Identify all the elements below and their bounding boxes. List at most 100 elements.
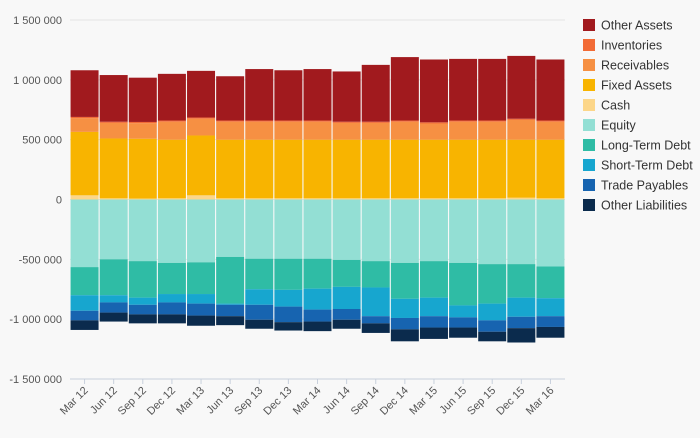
bar-segment-fixed-assets[interactable]: [419, 139, 448, 199]
bar-segment-fixed-assets[interactable]: [216, 139, 245, 199]
bar-segment-inventories[interactable]: [274, 120, 303, 122]
legend-item-cash[interactable]: Cash: [583, 99, 630, 113]
bar-segment-long-term-debt[interactable]: [216, 256, 245, 304]
bar-segment-inventories[interactable]: [419, 122, 448, 124]
bar-segment-other-assets[interactable]: [128, 77, 157, 122]
bar-segment-receivables[interactable]: [449, 121, 478, 140]
bar-segment-inventories[interactable]: [361, 121, 390, 123]
bar-segment-short-term-debt[interactable]: [507, 297, 536, 317]
bar-segment-other-liabilities[interactable]: [99, 312, 128, 322]
bar-segment-cash[interactable]: [390, 198, 419, 200]
bar-segment-fixed-assets[interactable]: [361, 139, 390, 199]
bar-segment-trade-payables[interactable]: [128, 304, 157, 315]
bar-segment-cash[interactable]: [361, 198, 390, 200]
bar-segment-inventories[interactable]: [332, 121, 361, 123]
bar-segment-trade-payables[interactable]: [332, 308, 361, 320]
bar-segment-equity[interactable]: [245, 199, 274, 259]
bar-segment-other-assets[interactable]: [419, 59, 448, 123]
bar-segment-short-term-debt[interactable]: [332, 286, 361, 309]
bar-segment-inventories[interactable]: [303, 120, 332, 122]
bar-segment-long-term-debt[interactable]: [128, 261, 157, 298]
bar-segment-equity[interactable]: [507, 199, 536, 265]
bar-segment-other-liabilities[interactable]: [157, 314, 186, 324]
bar-segment-receivables[interactable]: [245, 121, 274, 140]
bar-segment-other-liabilities[interactable]: [332, 319, 361, 329]
bar-segment-inventories[interactable]: [478, 120, 507, 122]
bar-segment-short-term-debt[interactable]: [128, 297, 157, 305]
legend-item-short-term-debt[interactable]: Short-Term Debt: [583, 159, 693, 173]
bar-segment-short-term-debt[interactable]: [419, 297, 448, 317]
bar-segment-other-liabilities[interactable]: [70, 320, 99, 330]
bar-segment-long-term-debt[interactable]: [187, 262, 216, 295]
legend-item-other-assets[interactable]: Other Assets: [583, 19, 673, 33]
bar-segment-fixed-assets[interactable]: [187, 135, 216, 196]
bar-segment-inventories[interactable]: [507, 118, 536, 120]
bar-segment-cash[interactable]: [507, 197, 536, 200]
bar-segment-equity[interactable]: [332, 199, 361, 260]
bar-segment-long-term-debt[interactable]: [361, 261, 390, 288]
legend-item-receivables[interactable]: Receivables: [583, 59, 669, 73]
bar-segment-other-assets[interactable]: [274, 70, 303, 121]
bar-segment-receivables[interactable]: [419, 123, 448, 140]
bar-segment-fixed-assets[interactable]: [274, 139, 303, 199]
bar-segment-fixed-assets[interactable]: [332, 139, 361, 199]
bar-segment-receivables[interactable]: [70, 118, 99, 132]
bar-segment-inventories[interactable]: [128, 121, 157, 124]
bar-segment-fixed-assets[interactable]: [449, 139, 478, 199]
bar-segment-short-term-debt[interactable]: [187, 294, 216, 304]
bar-segment-long-term-debt[interactable]: [507, 264, 536, 298]
bar-segment-other-liabilities[interactable]: [245, 319, 274, 329]
bar-segment-equity[interactable]: [99, 199, 128, 260]
bar-segment-cash[interactable]: [303, 198, 332, 200]
bar-segment-receivables[interactable]: [332, 122, 361, 140]
bar-segment-fixed-assets[interactable]: [128, 138, 157, 199]
bar-segment-receivables[interactable]: [274, 121, 303, 140]
bar-segment-other-assets[interactable]: [536, 59, 565, 121]
bar-segment-inventories[interactable]: [187, 117, 216, 119]
bar-segment-fixed-assets[interactable]: [245, 139, 274, 199]
bar-segment-fixed-assets[interactable]: [157, 139, 186, 199]
bar-segment-cash[interactable]: [332, 198, 361, 200]
bar-segment-short-term-debt[interactable]: [390, 298, 419, 318]
bar-segment-other-assets[interactable]: [332, 71, 361, 122]
bar-segment-long-term-debt[interactable]: [449, 262, 478, 306]
bar-segment-trade-payables[interactable]: [536, 316, 565, 327]
bar-segment-other-liabilities[interactable]: [216, 316, 245, 326]
bar-segment-equity[interactable]: [361, 199, 390, 262]
bar-segment-other-liabilities[interactable]: [274, 322, 303, 331]
bar-segment-inventories[interactable]: [390, 120, 419, 122]
bar-segment-short-term-debt[interactable]: [99, 295, 128, 303]
bar-segment-short-term-debt[interactable]: [245, 289, 274, 305]
bar-segment-cash[interactable]: [274, 198, 303, 200]
bar-segment-cash[interactable]: [157, 198, 186, 200]
bar-segment-cash[interactable]: [419, 198, 448, 200]
bar-segment-receivables[interactable]: [187, 118, 216, 136]
bar-segment-other-assets[interactable]: [216, 76, 245, 121]
bar-segment-other-assets[interactable]: [157, 73, 186, 121]
bar-segment-short-term-debt[interactable]: [536, 298, 565, 317]
bar-segment-fixed-assets[interactable]: [390, 139, 419, 199]
bar-segment-other-liabilities[interactable]: [449, 327, 478, 338]
bar-segment-other-liabilities[interactable]: [536, 326, 565, 338]
bar-segment-equity[interactable]: [449, 199, 478, 263]
bar-segment-long-term-debt[interactable]: [303, 258, 332, 289]
bar-segment-equity[interactable]: [70, 199, 99, 268]
bar-segment-other-assets[interactable]: [70, 70, 99, 117]
bar-segment-long-term-debt[interactable]: [245, 258, 274, 290]
bar-segment-equity[interactable]: [303, 199, 332, 259]
bar-segment-trade-payables[interactable]: [245, 304, 274, 320]
bar-segment-fixed-assets[interactable]: [507, 139, 536, 198]
bar-segment-receivables[interactable]: [128, 123, 157, 139]
bar-segment-other-liabilities[interactable]: [507, 328, 536, 343]
bar-segment-long-term-debt[interactable]: [157, 262, 186, 295]
bar-segment-trade-payables[interactable]: [70, 310, 99, 321]
bar-segment-equity[interactable]: [478, 199, 507, 265]
bar-segment-equity[interactable]: [157, 199, 186, 263]
bar-segment-long-term-debt[interactable]: [536, 266, 565, 299]
legend-item-other-liabilities[interactable]: Other Liabilities: [583, 199, 687, 213]
bar-segment-trade-payables[interactable]: [419, 316, 448, 328]
bar-segment-trade-payables[interactable]: [187, 303, 216, 316]
bar-segment-cash[interactable]: [99, 198, 128, 200]
bar-segment-equity[interactable]: [536, 199, 565, 267]
bar-segment-inventories[interactable]: [99, 121, 128, 123]
